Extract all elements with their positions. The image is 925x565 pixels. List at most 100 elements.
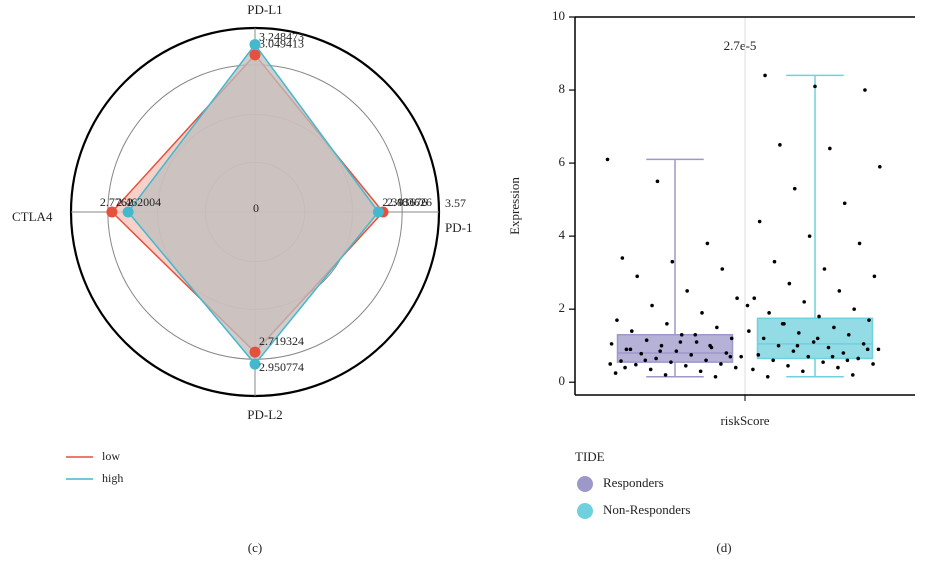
data-point <box>865 347 870 352</box>
legend-label: low <box>102 449 120 463</box>
data-point <box>679 332 684 337</box>
axis-label: CTLA4 <box>12 209 53 224</box>
data-point <box>857 241 862 246</box>
data-point <box>747 329 751 333</box>
data-point <box>665 321 669 326</box>
axis-label: PD-L1 <box>247 2 282 17</box>
data-point <box>685 289 689 293</box>
data-point <box>669 360 673 364</box>
legend-marker <box>577 476 593 492</box>
data-point <box>729 336 734 341</box>
caption: (c) <box>248 540 262 555</box>
data-point <box>813 84 817 89</box>
legend-marker <box>577 503 593 519</box>
data-point <box>751 367 755 372</box>
data-point <box>807 234 812 238</box>
data-point <box>694 340 699 344</box>
data-point <box>719 362 723 366</box>
legend-title: TIDE <box>575 449 605 464</box>
data-point <box>608 362 612 366</box>
data-point <box>628 347 633 352</box>
data-point <box>708 343 712 348</box>
data-point <box>713 374 718 379</box>
data-point <box>745 303 750 308</box>
data-point <box>765 374 770 379</box>
data-point <box>791 349 796 353</box>
data-point <box>674 349 679 353</box>
axis-label: PD-1 <box>445 220 472 235</box>
y-tick-label: 10 <box>552 8 565 23</box>
legend-label: Non-Responders <box>603 502 690 517</box>
data-point <box>704 358 708 363</box>
data-point <box>815 336 820 341</box>
value-label: 3.248473 <box>259 29 304 43</box>
x-axis-label: riskScore <box>720 413 769 428</box>
data-point <box>613 371 618 375</box>
data-point <box>856 356 860 361</box>
value-label: 3.049413 <box>259 37 304 51</box>
data-point <box>780 321 785 326</box>
data-point <box>871 362 875 366</box>
data-point <box>872 274 877 279</box>
data-point <box>659 343 664 348</box>
radar-point <box>122 206 134 218</box>
data-point <box>817 314 821 319</box>
data-point <box>624 347 629 352</box>
data-point <box>619 359 623 363</box>
value-label: 2.950774 <box>259 360 304 374</box>
y-tick-label: 2 <box>559 300 566 315</box>
data-point <box>733 365 738 370</box>
data-point <box>811 340 816 344</box>
data-point <box>693 332 698 337</box>
data-point <box>763 73 767 78</box>
data-point <box>797 331 801 335</box>
data-point <box>822 267 827 271</box>
data-point <box>867 318 871 322</box>
y-tick-label: 6 <box>559 154 566 169</box>
data-point <box>623 365 627 370</box>
data-point <box>837 289 842 293</box>
data-point <box>861 342 866 346</box>
data-point <box>878 164 882 169</box>
data-point <box>635 274 639 279</box>
r-tick-label: 3.57 <box>445 196 466 210</box>
radar-point <box>249 49 261 61</box>
data-point <box>826 345 831 350</box>
data-point <box>836 365 840 370</box>
data-point <box>842 201 847 206</box>
value-label: 2.462004 <box>116 195 161 209</box>
data-point <box>705 241 710 246</box>
data-point <box>841 351 846 355</box>
data-point <box>678 340 683 344</box>
data-point <box>698 369 703 374</box>
y-axis-label: Expression <box>507 177 522 235</box>
data-point <box>650 303 654 308</box>
data-point <box>739 354 743 359</box>
data-point <box>700 311 704 315</box>
data-point <box>761 336 766 341</box>
data-point <box>655 179 660 184</box>
y-tick-label: 4 <box>559 227 566 242</box>
data-point <box>767 311 771 315</box>
data-point <box>634 362 638 367</box>
data-point <box>771 358 775 363</box>
data-point <box>786 363 790 368</box>
data-point <box>778 143 782 147</box>
data-point <box>792 186 797 191</box>
data-point <box>846 332 851 337</box>
data-point <box>689 353 693 357</box>
data-point <box>772 259 777 264</box>
data-point <box>670 259 675 264</box>
data-point <box>648 367 653 372</box>
value-label: 2.7762 <box>100 195 133 209</box>
data-point <box>609 342 614 346</box>
data-point <box>735 296 739 301</box>
box <box>756 317 874 360</box>
data-point <box>852 307 856 311</box>
data-point <box>684 363 688 368</box>
r-tick-label: 0 <box>253 201 259 215</box>
data-point <box>715 325 719 330</box>
radar-point <box>106 206 118 218</box>
value-label: 2.483626 <box>387 195 432 209</box>
value-label: 2.393676 <box>382 195 427 209</box>
